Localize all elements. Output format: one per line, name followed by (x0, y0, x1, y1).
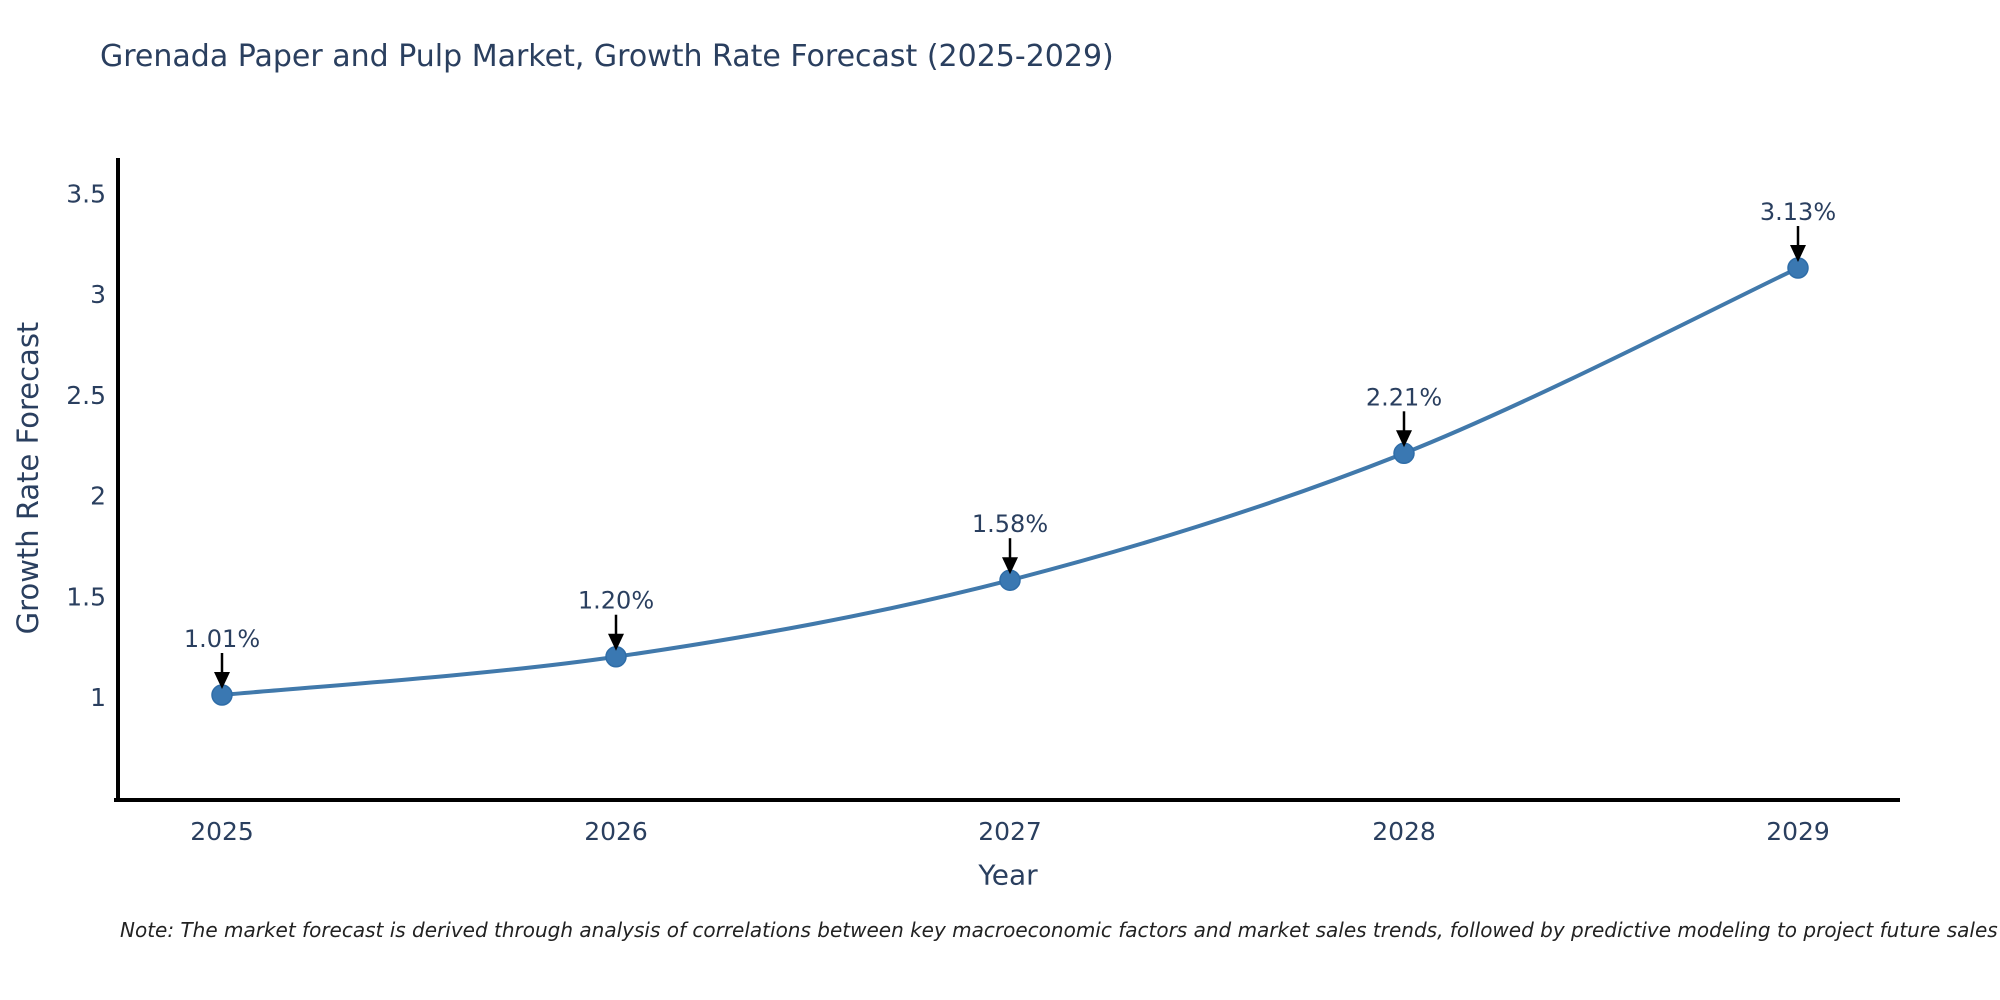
y-tick-label: 1 (90, 683, 106, 712)
y-tick-label: 3.5 (66, 180, 106, 209)
y-tick-label: 2.5 (66, 381, 106, 410)
x-axis-title: Year (978, 858, 1038, 892)
annotation-arrowhead-icon (608, 633, 624, 651)
x-tick-label: 2027 (978, 817, 1042, 846)
x-tick-label: 2026 (584, 817, 648, 846)
chart-title: Grenada Paper and Pulp Market, Growth Ra… (100, 39, 1114, 74)
footnote: Note: The market forecast is derived thr… (120, 918, 1998, 942)
annotation-label: 1.58% (972, 510, 1048, 538)
y-tick-label: 1.5 (66, 582, 106, 611)
y-tick-label: 2 (90, 482, 106, 511)
x-tick-label: 2029 (1766, 817, 1830, 846)
annotation-arrowhead-icon (1002, 557, 1018, 575)
y-axis-title: Growth Rate Forecast (11, 321, 45, 635)
annotation-arrowhead-icon (1396, 430, 1412, 448)
x-tick-label: 2025 (190, 817, 254, 846)
series-line (220, 266, 1800, 697)
annotation-label: 2.21% (1366, 383, 1442, 411)
annotation-label: 1.20% (578, 587, 654, 615)
y-tick-label: 3 (90, 280, 106, 309)
annotation-arrowhead-icon (1790, 245, 1806, 263)
x-tick-label: 2028 (1372, 817, 1436, 846)
annotation-arrowhead-icon (214, 671, 230, 689)
annotation-label: 1.01% (184, 625, 260, 653)
annotation-label: 3.13% (1760, 198, 1836, 226)
